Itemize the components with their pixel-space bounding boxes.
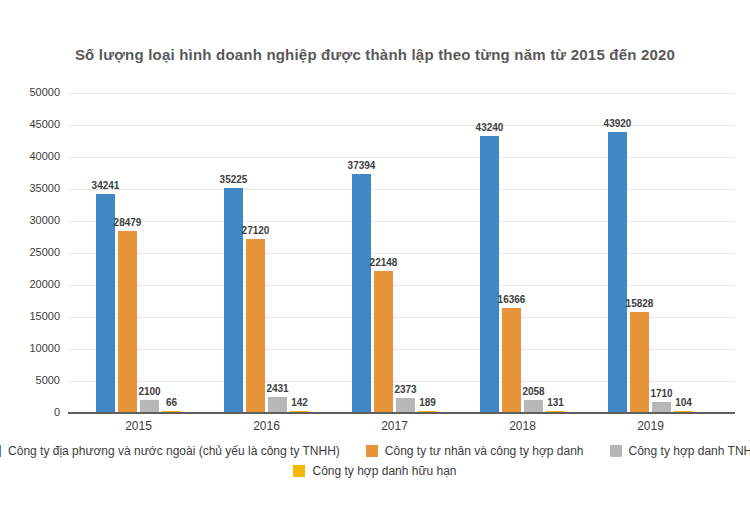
bar-value-label: 43240: [476, 122, 504, 133]
bar-series1-2016: [224, 188, 243, 413]
bar-series1-2019: [608, 132, 627, 413]
bar-series1-2018: [480, 136, 499, 413]
bar-value-label: 2100: [138, 386, 160, 397]
chart-title: Số lượng loại hình doanh nghiệp được thà…: [0, 46, 750, 63]
bar-series1-2017: [352, 174, 371, 413]
bar-series2-2016: [246, 239, 265, 413]
legend-item-label: Công ty hợp danh TNHH: [629, 444, 750, 458]
legend-item-label: Công ty địa phương và nước ngoài (chủ yế…: [8, 444, 340, 458]
x-axis-category-label: 2015: [125, 419, 152, 433]
bar-value-label: 43920: [604, 118, 632, 129]
bar-value-label: 2431: [266, 383, 288, 394]
legend-item-label: Công ty tư nhân và công ty hợp danh: [385, 444, 584, 458]
y-axis-tick-label: 35000: [29, 182, 60, 194]
y-axis-labels: 0500010000150002000025000300003500040000…: [0, 93, 60, 413]
bar-value-label: 35225: [220, 174, 248, 185]
gridline: [68, 189, 735, 190]
legend-row-2: Công ty hợp danh hữu hạn: [0, 464, 750, 478]
bar-value-label: 66: [166, 397, 177, 408]
bar-value-label: 22148: [370, 257, 398, 268]
legend-item-series2: Công ty tư nhân và công ty hợp danh: [366, 444, 584, 458]
bar-value-label: 15828: [626, 298, 654, 309]
legend-item-label: Công ty hợp danh hữu hạn: [312, 464, 456, 478]
bar-series3-2017: [396, 398, 415, 413]
x-axis-labels: 2015 2016 2017 2018 2019: [68, 419, 735, 435]
gridline: [68, 125, 735, 126]
y-axis-tick-label: 40000: [29, 150, 60, 162]
y-axis-tick-label: 25000: [29, 246, 60, 258]
legend-swatch-icon: [293, 465, 305, 477]
gridline: [68, 285, 735, 286]
x-axis-category-label: 2016: [253, 419, 280, 433]
legend: Công ty địa phương và nước ngoài (chủ yế…: [0, 444, 750, 484]
gridline: [68, 221, 735, 222]
bar-value-label: 2058: [522, 386, 544, 397]
bar-value-label: 142: [291, 397, 308, 408]
bar-series1-2015: [96, 194, 115, 413]
bar-value-label: 104: [675, 397, 692, 408]
legend-swatch-icon: [0, 445, 1, 457]
x-axis-baseline: [68, 412, 735, 414]
bar-value-label: 189: [419, 397, 436, 408]
legend-row-1: Công ty địa phương và nước ngoài (chủ yế…: [0, 444, 750, 458]
x-axis-category-label: 2019: [637, 419, 664, 433]
legend-swatch-icon: [366, 445, 378, 457]
y-axis-tick-label: 5000: [36, 374, 60, 386]
bar-series3-2016: [268, 397, 287, 413]
bar-value-label: 1710: [650, 388, 672, 399]
bar-series2-2015: [118, 231, 137, 413]
gridline: [68, 253, 735, 254]
bar-value-label: 34241: [92, 180, 120, 191]
bar-value-label: 2373: [394, 384, 416, 395]
x-axis-category-label: 2017: [381, 419, 408, 433]
x-axis-category-label: 2018: [509, 419, 536, 433]
plot-area: 34241 28479 2100 66 35225 27120 2431142 37394 22…: [68, 93, 735, 413]
legend-item-series1: Công ty địa phương và nước ngoài (chủ yế…: [0, 444, 340, 458]
bar-value-label: 131: [547, 397, 564, 408]
bar-series2-2017: [374, 271, 393, 413]
y-axis-tick-label: 15000: [29, 310, 60, 322]
y-axis-tick-label: 20000: [29, 278, 60, 290]
bar-value-label: 28479: [114, 217, 142, 228]
bar-value-label: 37394: [348, 160, 376, 171]
bar-value-label: 27120: [242, 225, 270, 236]
gridline: [68, 93, 735, 94]
chart-canvas: Số lượng loại hình doanh nghiệp được thà…: [0, 0, 750, 525]
legend-swatch-icon: [610, 445, 622, 457]
bar-value-label: 16366: [498, 294, 526, 305]
legend-item-series4: Công ty hợp danh hữu hạn: [293, 464, 456, 478]
y-axis-tick-label: 10000: [29, 342, 60, 354]
y-axis-tick-label: 45000: [29, 118, 60, 130]
y-axis-tick-label: 50000: [29, 86, 60, 98]
y-axis-tick-label: 30000: [29, 214, 60, 226]
y-axis-tick-label: 0: [54, 406, 60, 418]
bar-series2-2018: [502, 308, 521, 413]
gridline: [68, 157, 735, 158]
legend-item-series3: Công ty hợp danh TNHH: [610, 444, 750, 458]
bar-series2-2019: [630, 312, 649, 413]
